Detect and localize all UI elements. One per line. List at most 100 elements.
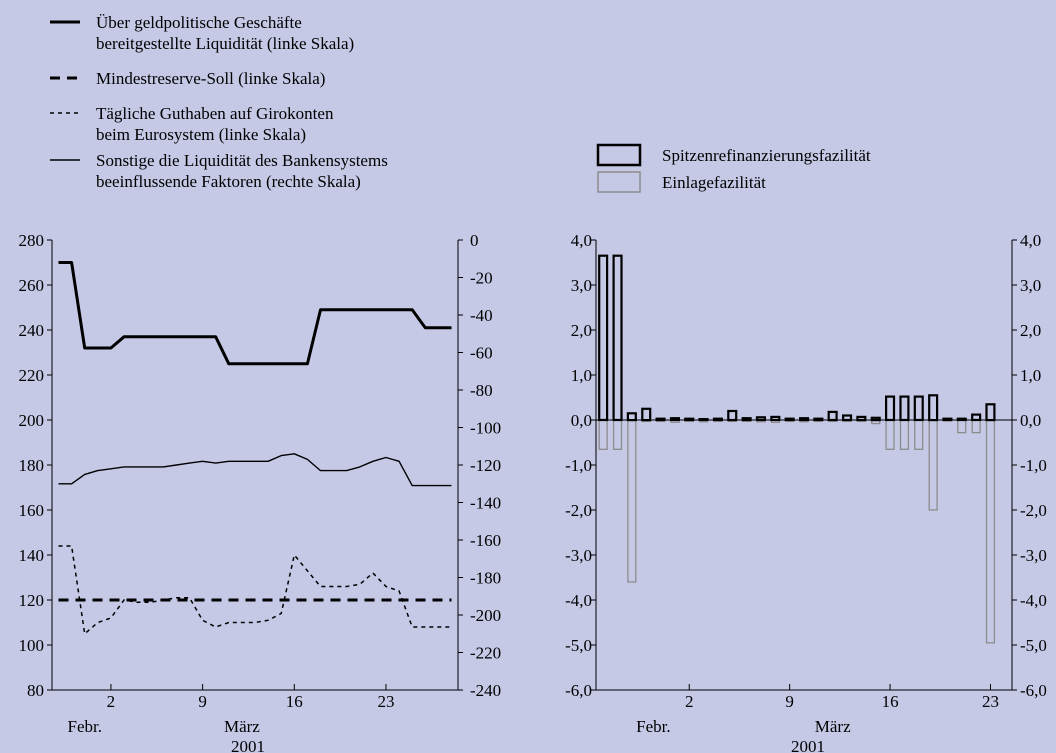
legend-label: Sonstige die Liquidität des Bankensystem…: [96, 151, 388, 170]
x-tick-label: 2: [107, 692, 116, 711]
y-tick-label: 260: [19, 276, 45, 295]
y2-tick-label: -120: [470, 456, 501, 475]
y-tick-label: 2,0: [571, 321, 592, 340]
x-month-label: März: [224, 717, 260, 736]
x-year-label: 2001: [791, 737, 825, 753]
y2-tick-label: 0,0: [1020, 411, 1041, 430]
x-month-label: Febr.: [67, 717, 101, 736]
lending-bar: [598, 254, 609, 422]
lending-bar: [626, 412, 637, 422]
x-year-label: 2001: [231, 737, 265, 753]
y-tick-label: -1,0: [565, 456, 592, 475]
y-tick-label: 280: [19, 231, 45, 250]
deposit-bar: [612, 419, 623, 450]
x-tick-label: 16: [286, 692, 303, 711]
deposit-bar: [971, 419, 981, 434]
y-tick-label: -4,0: [565, 591, 592, 610]
deposit-bar: [627, 419, 637, 583]
deposit-bar: [914, 419, 924, 450]
lending-bar: [612, 254, 623, 422]
x-tick-label: 23: [982, 692, 999, 711]
y-tick-label: -6,0: [565, 681, 592, 700]
y-tick-label: 140: [19, 546, 45, 565]
y2-tick-label: -60: [470, 344, 493, 363]
legend-label: bereitgestellte Liquidität (linke Skala): [96, 34, 354, 53]
y2-tick-label: -140: [470, 494, 501, 513]
lending-bar: [913, 395, 924, 422]
legend-label: Über geldpolitische Geschäfte: [96, 13, 302, 32]
y2-tick-label: -240: [470, 681, 501, 700]
legend-label: beim Eurosystem (linke Skala): [96, 125, 306, 144]
lending-bar: [928, 394, 939, 422]
y-tick-label: 180: [19, 456, 45, 475]
x-month-label: März: [815, 717, 851, 736]
y-tick-label: -2,0: [565, 501, 592, 520]
bar-chart: 4,0 4,0 3,0 3,0 2,0 2,0 1,0 1,0 0,0 0,0 -1,0 -1,0 -2…: [565, 231, 1047, 753]
y-tick-label: 1,0: [571, 366, 592, 385]
legend-right: Spitzenrefinanzierungsfazilität Einlagefa…: [596, 143, 871, 193]
y2-tick-label: -180: [470, 569, 501, 588]
legend-label: Tägliche Guthaben auf Girokonten: [96, 104, 334, 123]
y2-tick-label: -200: [470, 606, 501, 625]
series-line-dotted: [58, 545, 452, 635]
y-tick-label: 240: [19, 321, 45, 340]
deposit-bar: [899, 419, 910, 450]
y2-tick-label: -80: [470, 381, 493, 400]
legend-label: beeinflussende Faktoren (rechte Skala): [96, 172, 361, 191]
legend-label: Einlagefazilität: [662, 173, 766, 192]
lending-bar: [985, 403, 996, 422]
y2-tick-label: -4,0: [1020, 591, 1047, 610]
y-tick-label: 80: [27, 681, 44, 700]
x-tick-label: 2: [685, 692, 694, 711]
y2-tick-label: -2,0: [1020, 501, 1047, 520]
legend-label: Spitzenrefinanzierungsfazilität: [662, 146, 871, 165]
lending-bar: [827, 410, 838, 422]
deposit-bar: [598, 419, 608, 450]
y-tick-label: 160: [19, 501, 45, 520]
legend-swatch-bar-gray: [597, 171, 641, 193]
y-tick-label: 4,0: [571, 231, 592, 250]
lending-bar: [641, 407, 652, 422]
y-tick-label: -5,0: [565, 636, 592, 655]
legend-label: Mindestreserve-Soll (linke Skala): [96, 69, 325, 88]
y2-tick-label: 4,0: [1020, 231, 1041, 250]
line-chart: 280 260 240 220 200 180 160 140 120 100 80 0 -20 -40 -…: [19, 231, 502, 753]
y-tick-label: 100: [19, 636, 45, 655]
lending-bar: [727, 409, 738, 422]
deposit-bar: [885, 419, 895, 450]
y2-tick-label: -220: [470, 644, 501, 663]
deposit-bar: [928, 419, 938, 511]
y-tick-label: 220: [19, 366, 45, 385]
x-month-label: Febr.: [636, 717, 670, 736]
x-tick-label: 16: [882, 692, 899, 711]
y2-tick-label: -6,0: [1020, 681, 1047, 700]
y2-tick-label: -1,0: [1020, 456, 1047, 475]
y2-tick-label: 1,0: [1020, 366, 1041, 385]
y-tick-label: 3,0: [571, 276, 592, 295]
y2-tick-label: 3,0: [1020, 276, 1041, 295]
x-tick-label: 23: [377, 692, 394, 711]
y2-tick-label: -100: [470, 419, 501, 438]
y-tick-label: 120: [19, 591, 45, 610]
y2-tick-label: 2,0: [1020, 321, 1041, 340]
lending-bar: [899, 395, 910, 422]
y2-tick-label: -5,0: [1020, 636, 1047, 655]
x-tick-label: 9: [785, 692, 794, 711]
lending-bar: [841, 414, 853, 422]
series-line-thin-solid: [58, 453, 452, 487]
series-line-thick-solid: [58, 261, 452, 366]
y-tick-label: 0,0: [571, 411, 592, 430]
legend-swatch-bar-black: [596, 143, 642, 167]
legend-left: Über geldpolitische Geschäfte bereitgeste…: [50, 13, 388, 191]
y-tick-label: 200: [19, 411, 45, 430]
y2-tick-label: -3,0: [1020, 546, 1047, 565]
lending-bar: [971, 413, 982, 422]
x-tick-label: 9: [198, 692, 207, 711]
y-tick-label: -3,0: [565, 546, 592, 565]
y2-tick-label: -40: [470, 306, 493, 325]
y2-tick-label: 0: [470, 231, 479, 250]
y2-tick-label: -20: [470, 269, 493, 288]
lending-bar: [884, 395, 896, 422]
y2-tick-label: -160: [470, 531, 501, 550]
